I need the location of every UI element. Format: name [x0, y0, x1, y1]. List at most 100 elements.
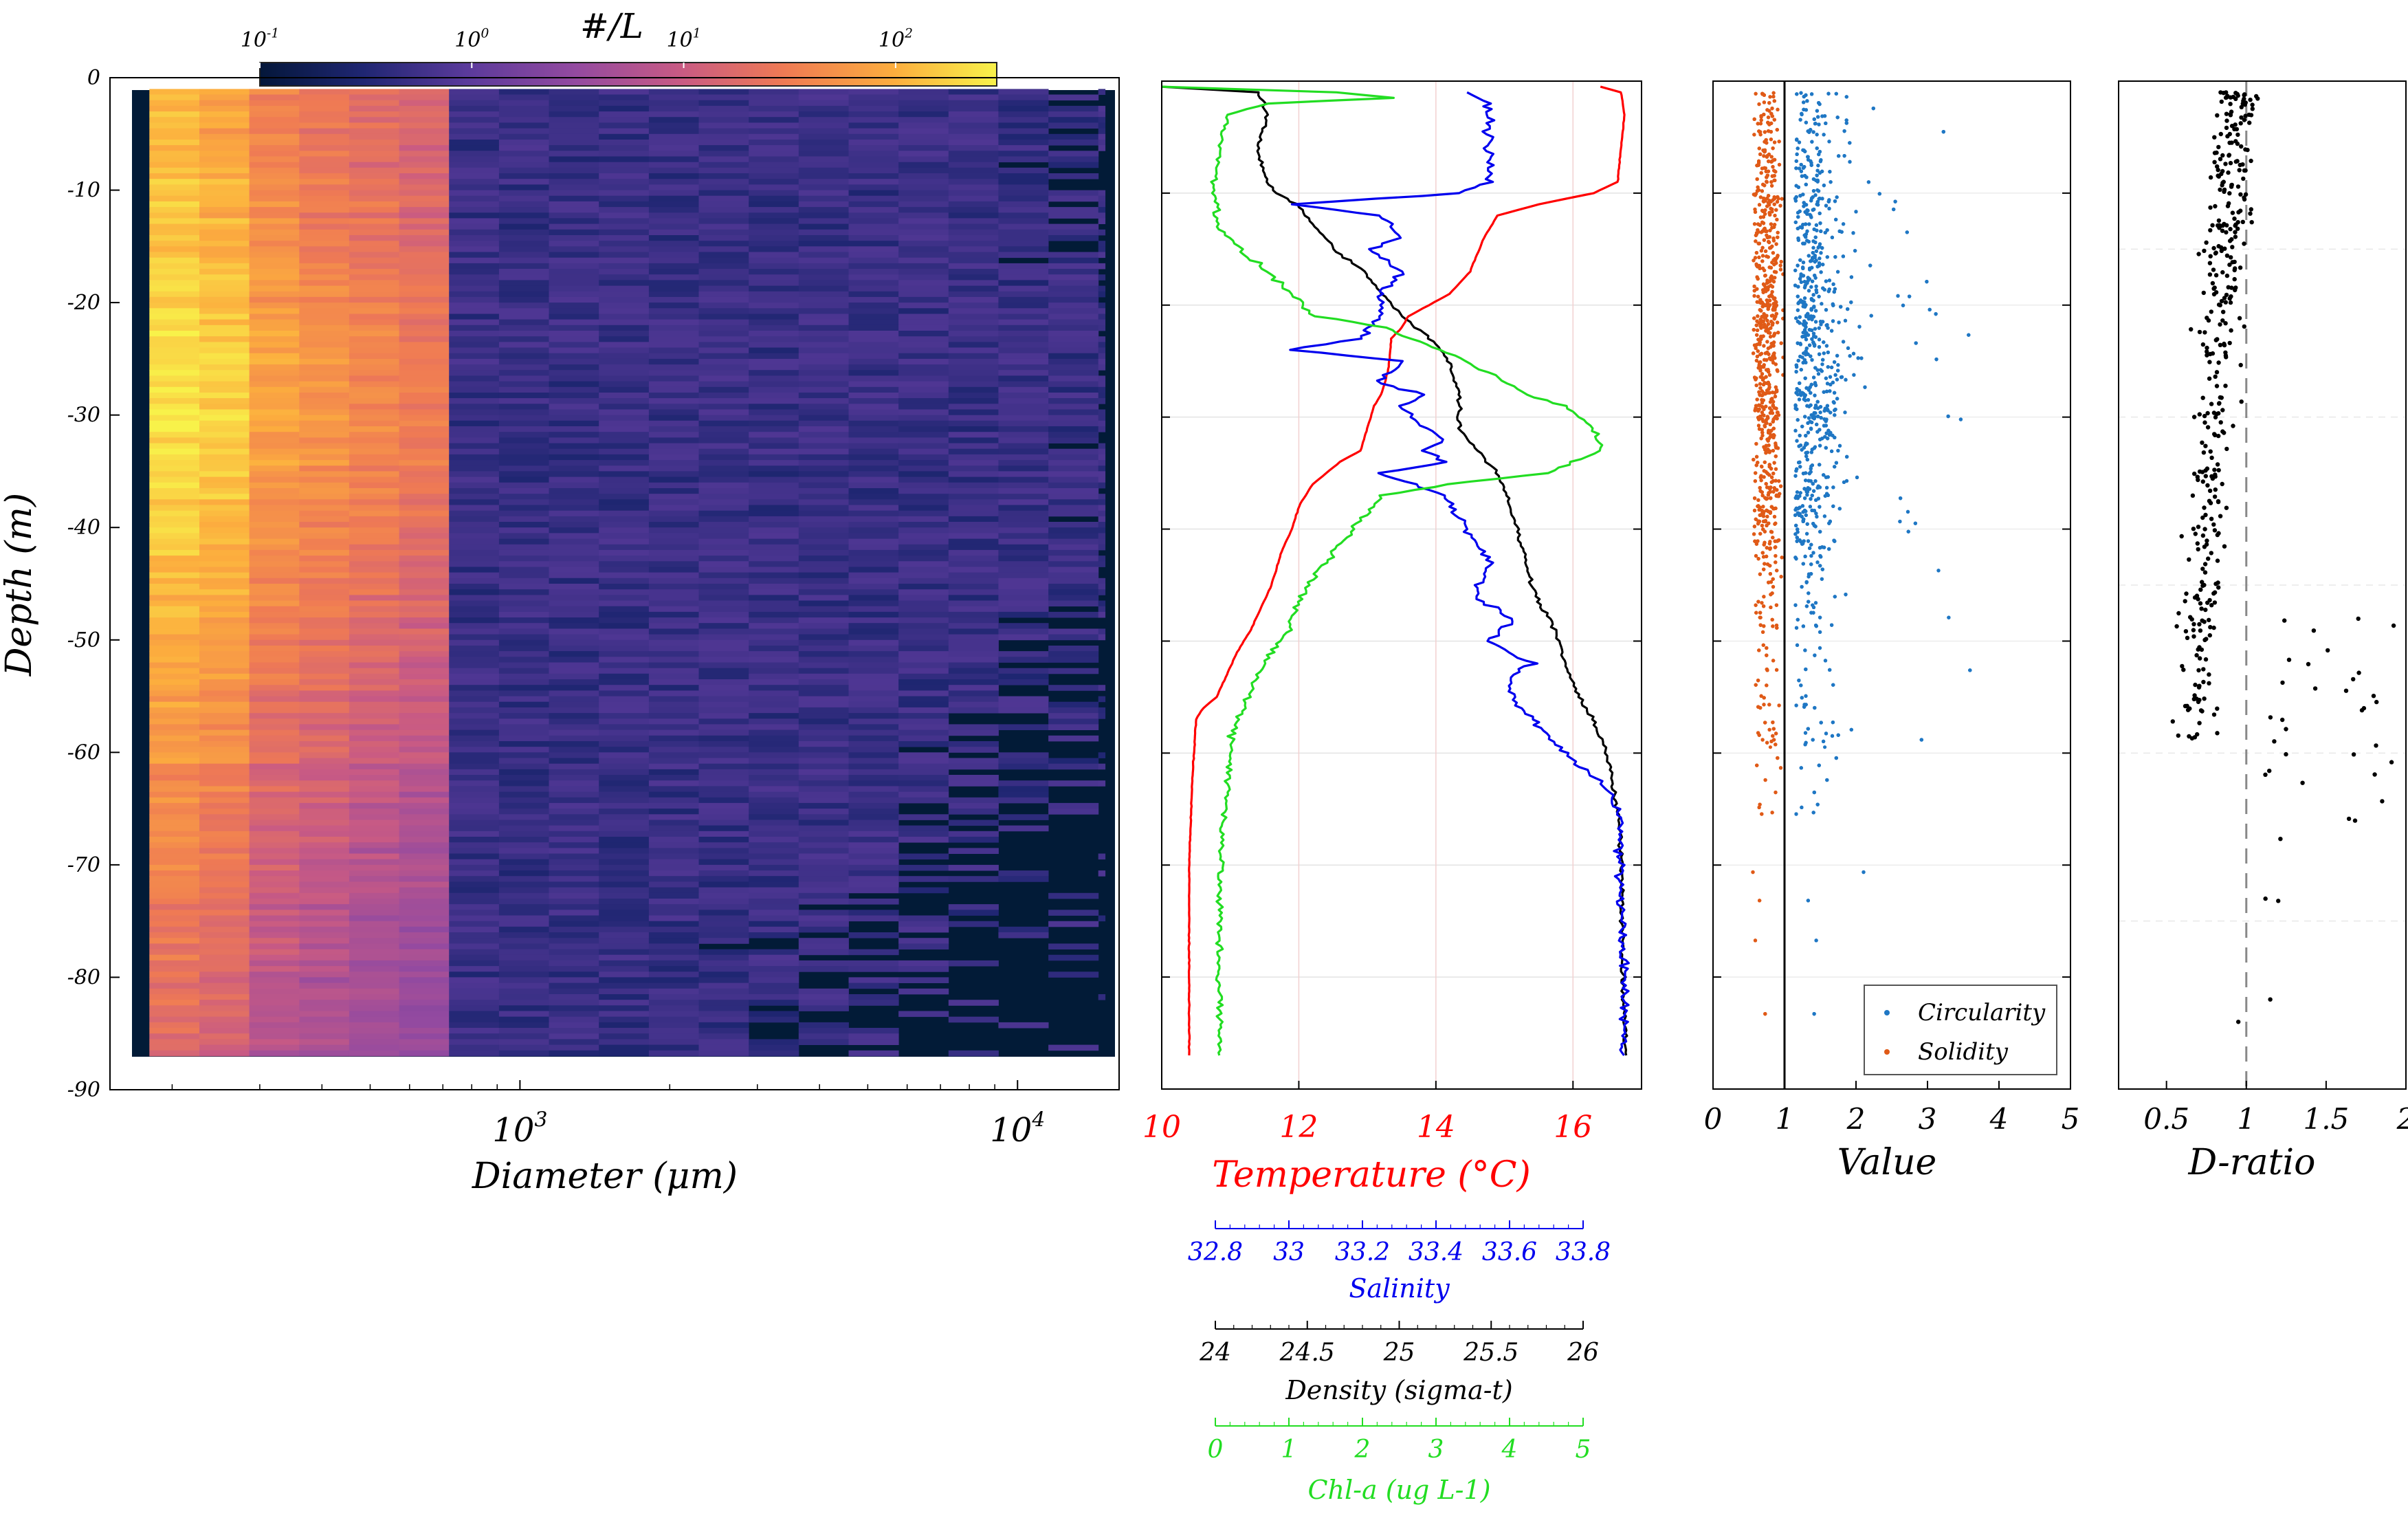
heatmap-cell	[349, 729, 399, 736]
heatmap-cell	[998, 353, 1049, 360]
heatmap-cell	[199, 533, 250, 539]
heatmap-cell	[199, 370, 250, 376]
heatmap-cell	[199, 241, 250, 247]
heatmap-cell	[698, 904, 749, 910]
heatmap-cell	[1048, 140, 1099, 146]
heatmap-cell	[998, 336, 1049, 342]
heatmap-cell	[399, 263, 450, 270]
heatmap-cell	[199, 465, 250, 472]
heatmap-cell	[249, 223, 300, 230]
heatmap-cell	[399, 538, 450, 545]
heatmap-cell	[498, 831, 549, 837]
heatmap-cell	[399, 1005, 450, 1011]
heatmap-cell	[199, 988, 250, 995]
heatmap-cell	[549, 195, 599, 202]
heatmap-cell	[199, 887, 250, 894]
heatmap-cell	[1048, 409, 1099, 416]
heatmap-cell	[848, 837, 899, 843]
heatmap-cell	[798, 443, 849, 450]
heatmap-cell	[199, 133, 250, 140]
heatmap-cell	[749, 802, 799, 809]
heatmap-cell	[1048, 296, 1099, 303]
heatmap-cell	[1048, 572, 1099, 579]
heatmap-cell	[249, 241, 300, 247]
heatmap-cell	[749, 628, 799, 635]
heatmap-cells	[149, 89, 1106, 1057]
heatmap-cell	[1098, 533, 1106, 539]
heatmap-cell	[449, 876, 500, 882]
heatmap-cell	[399, 117, 450, 123]
heatmap-cell	[299, 572, 350, 579]
heatmap-cell	[549, 252, 599, 259]
heatmap-cell	[299, 567, 350, 573]
heatmap-cell	[449, 853, 500, 860]
heatmap-cell	[948, 690, 999, 696]
heatmap-cell	[299, 904, 350, 910]
heatmap-cell	[648, 319, 699, 326]
heatmap-cell	[199, 595, 250, 601]
heatmap-cell	[749, 544, 799, 551]
heatmap-cell	[249, 443, 300, 450]
heatmap-cell	[199, 814, 250, 820]
heatmap-cell	[599, 1028, 650, 1034]
heatmap-cell	[349, 437, 399, 443]
heatmap-cell	[948, 549, 999, 556]
heatmap-cell	[399, 938, 450, 944]
heatmap-cell	[948, 336, 999, 342]
heatmap-cell	[449, 820, 500, 826]
heatmap-cell	[798, 831, 849, 837]
heatmap-cell	[1098, 145, 1106, 151]
heatmap-cell	[199, 454, 250, 461]
heatmap-cell	[698, 201, 749, 208]
heatmap-cell	[199, 544, 250, 551]
heatmap-cell	[498, 296, 549, 303]
heatmap-cell	[698, 190, 749, 197]
heatmap-cell	[399, 358, 450, 365]
heatmap-cell	[698, 494, 749, 500]
heatmap-cell	[948, 741, 999, 747]
heatmap-cell	[698, 1005, 749, 1011]
heatmap-cell	[498, 651, 549, 657]
heatmap-cell	[249, 949, 300, 956]
heatmap-cell	[498, 729, 549, 736]
heatmap-cell	[199, 207, 250, 213]
heatmap-cell	[149, 600, 200, 607]
heatmap-cell	[648, 606, 699, 613]
heatmap-cell	[998, 358, 1049, 365]
heatmap-cell	[798, 522, 849, 528]
heatmap-cell	[149, 690, 200, 696]
heatmap-cell	[349, 353, 399, 360]
heatmap-cell	[599, 375, 650, 382]
heatmap-cell	[549, 966, 599, 972]
heatmap-cell	[948, 347, 999, 354]
heatmap-cell	[948, 864, 999, 871]
heatmap-cell	[648, 505, 699, 512]
heatmap-cell	[798, 510, 849, 517]
heatmap-cell	[749, 994, 799, 1000]
heatmap-cell	[449, 426, 500, 432]
heatmap-cell	[498, 1000, 549, 1006]
heatmap-cell	[698, 994, 749, 1000]
heatmap-cell	[1098, 527, 1106, 534]
heatmap-cell	[948, 184, 999, 190]
heatmap-cell	[299, 747, 350, 753]
heatmap-cell	[349, 257, 399, 264]
heatmap-cell	[998, 1022, 1049, 1029]
heatmap-cell	[599, 516, 650, 523]
heatmap-cell	[299, 859, 350, 866]
heatmap-cell	[349, 657, 399, 663]
heatmap-cell	[299, 122, 350, 129]
heatmap-cell	[449, 212, 500, 219]
heatmap-cell	[149, 133, 200, 140]
heatmap-cell	[749, 1044, 799, 1051]
heatmap-cell	[349, 910, 399, 916]
heatmap-cell	[149, 724, 200, 730]
heatmap-cell	[299, 701, 350, 708]
heatmap-cell	[399, 971, 450, 978]
heatmap-cell	[449, 173, 500, 179]
heatmap-cell	[599, 724, 650, 730]
heatmap-cell	[798, 814, 849, 820]
heatmap-cell	[798, 887, 849, 894]
heatmap-cell	[798, 257, 849, 264]
heatmap-cell	[599, 156, 650, 163]
